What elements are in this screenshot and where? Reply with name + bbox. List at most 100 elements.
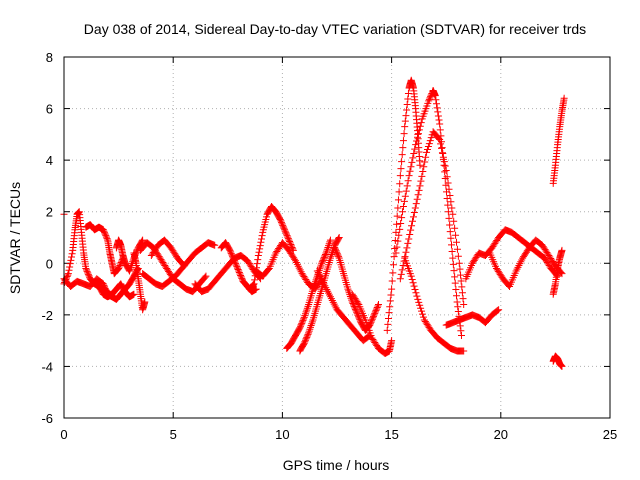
data-point — [299, 316, 307, 324]
data-point — [450, 217, 458, 225]
data-point — [298, 319, 306, 327]
data-point — [303, 332, 311, 340]
data-point — [257, 235, 265, 243]
data-point — [456, 322, 464, 330]
x-axis-tick-labels: 0 5 10 15 20 25 — [60, 427, 617, 442]
series-late-1 — [442, 306, 503, 329]
data-point — [433, 100, 441, 108]
data-point — [320, 255, 328, 263]
data-point — [413, 195, 421, 203]
data-point — [231, 258, 239, 266]
data-point — [406, 231, 414, 239]
plot-frame — [63, 56, 611, 419]
data-point — [450, 267, 458, 275]
data-point — [452, 285, 460, 293]
data-point — [331, 245, 339, 253]
data-point — [101, 229, 109, 237]
data-point — [452, 292, 460, 300]
data-point — [452, 238, 460, 246]
data-point — [180, 262, 188, 270]
data-point — [103, 235, 111, 243]
y-tick-label: 6 — [46, 102, 53, 117]
data-point — [433, 104, 441, 112]
series-early-7 — [136, 239, 210, 296]
data-point — [448, 204, 456, 212]
data-point — [404, 239, 412, 247]
data-point — [441, 162, 449, 170]
data-point — [396, 172, 404, 180]
data-point — [417, 177, 425, 185]
data-point — [401, 117, 409, 125]
data-point — [418, 172, 426, 180]
y-axis-label: SDTVAR / TECUs — [7, 182, 23, 294]
data-point — [296, 324, 304, 332]
y-tick-label: 4 — [46, 153, 53, 168]
data-point — [444, 208, 452, 216]
data-point — [254, 252, 262, 260]
data-point — [399, 144, 407, 152]
data-point — [254, 256, 262, 264]
data-point — [370, 311, 378, 319]
data-point — [82, 264, 90, 272]
data-point — [228, 251, 236, 259]
series-mid-1 — [191, 252, 265, 296]
data-point — [393, 243, 401, 251]
data-point — [397, 220, 405, 228]
series-mid-2 — [217, 239, 260, 296]
data-point — [400, 197, 408, 205]
data-point — [410, 208, 418, 216]
data-point — [558, 362, 566, 370]
data-point — [416, 161, 424, 169]
data-point — [100, 281, 108, 289]
data-point — [250, 280, 258, 288]
data-point — [458, 283, 466, 291]
data-point — [234, 266, 242, 274]
data-point — [230, 255, 238, 263]
data-point — [302, 335, 310, 343]
data-point — [238, 274, 246, 282]
data-point — [453, 245, 461, 253]
data-point — [558, 246, 566, 254]
data-point — [230, 257, 238, 265]
data-point — [300, 339, 308, 347]
data-point — [278, 220, 286, 228]
data-point — [233, 263, 241, 271]
data-point — [283, 232, 291, 240]
data-point — [396, 225, 404, 233]
data-point — [405, 172, 413, 180]
data-point — [427, 134, 435, 142]
data-point — [383, 326, 391, 334]
data-point — [414, 191, 422, 199]
data-point — [449, 210, 457, 218]
data-point — [413, 133, 421, 141]
data-point — [366, 320, 374, 328]
data-point — [403, 244, 411, 252]
data-point — [353, 308, 361, 316]
data-point — [371, 308, 379, 316]
data-point — [456, 265, 464, 273]
data-point — [401, 192, 409, 200]
data-point — [387, 291, 395, 299]
data-point — [281, 227, 289, 235]
data-point — [284, 233, 292, 241]
data-point — [403, 182, 411, 190]
data-point — [226, 246, 234, 254]
data-point — [389, 261, 397, 269]
data-point — [370, 312, 378, 320]
data-point — [432, 96, 440, 104]
data-point — [141, 298, 149, 306]
data-point — [451, 224, 459, 232]
data-point — [66, 260, 74, 268]
data-point — [67, 256, 75, 264]
data-point — [386, 297, 394, 305]
data-point — [332, 247, 340, 255]
data-point — [409, 213, 417, 221]
data-point — [373, 303, 381, 311]
data-point — [394, 196, 402, 204]
data-point — [116, 261, 124, 269]
data-point — [372, 306, 380, 314]
data-point — [66, 263, 74, 271]
data-point — [425, 95, 433, 103]
series-peak-4 — [401, 254, 468, 355]
